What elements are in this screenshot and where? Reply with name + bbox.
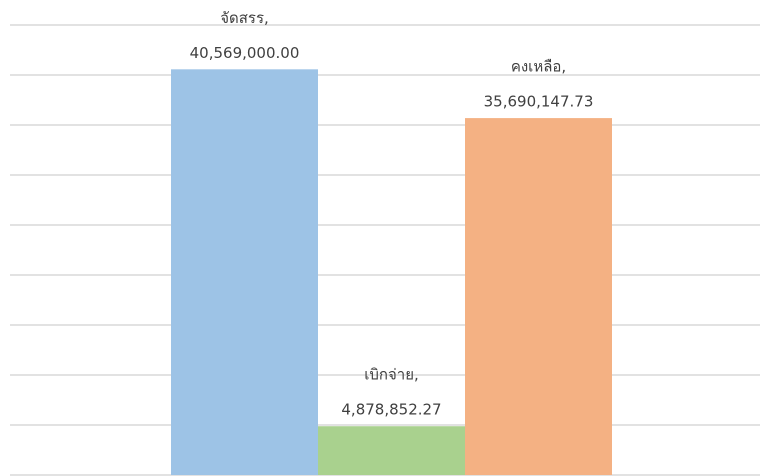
data-label-category: เบิกจ่าย, [364, 366, 419, 384]
data-label-value: 4,878,852.27 [341, 401, 441, 419]
data-label-category: คงเหลือ, [511, 58, 566, 76]
data-label-value: 35,690,147.73 [484, 93, 594, 111]
data-label-category: จัดสรร, [220, 9, 269, 27]
bar [318, 426, 465, 475]
bar [465, 118, 612, 476]
data-label-value: 40,569,000.00 [190, 44, 300, 62]
bar [171, 69, 318, 475]
